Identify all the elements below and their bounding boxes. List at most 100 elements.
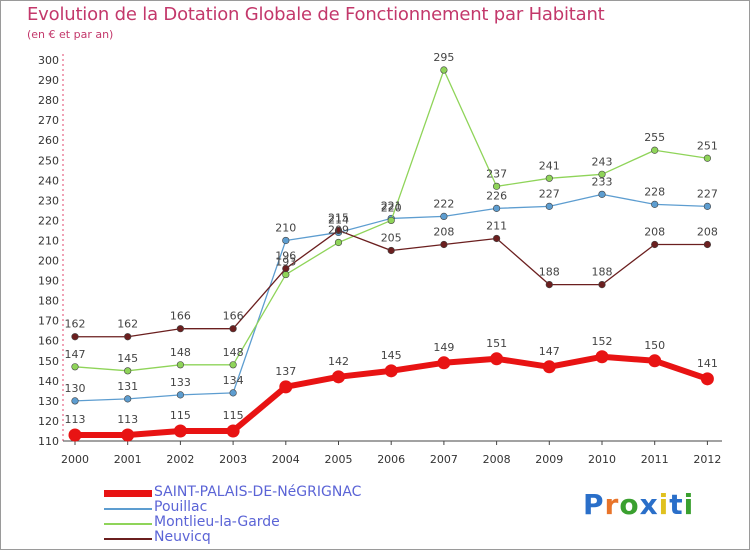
data-label: 162 bbox=[65, 318, 86, 331]
data-point bbox=[440, 240, 448, 249]
y-tick-label: 220 bbox=[38, 214, 59, 227]
data-label: 214 bbox=[328, 213, 349, 226]
y-tick-label: 170 bbox=[38, 315, 59, 328]
y-tick-label: 300 bbox=[38, 54, 59, 67]
chart-axes: 110 120 130 140 150 160 170 180 190 200 210 220 230 2… bbox=[38, 54, 722, 466]
data-point bbox=[173, 424, 187, 438]
data-label: 220 bbox=[381, 201, 402, 214]
data-point bbox=[545, 202, 553, 210]
data-label: 166 bbox=[223, 310, 244, 323]
legend-label: Montlieu-la-Garde bbox=[154, 514, 280, 530]
x-tick-label: 2000 bbox=[61, 453, 89, 466]
y-tick-label: 150 bbox=[38, 355, 59, 368]
data-point bbox=[226, 424, 240, 438]
data-point bbox=[598, 190, 606, 198]
chart-series bbox=[68, 66, 714, 442]
data-label: 221 bbox=[381, 199, 402, 212]
logo-letter: o bbox=[619, 488, 640, 521]
logo-letter: x bbox=[639, 488, 659, 521]
y-tick-label: 240 bbox=[38, 174, 59, 187]
legend-label: Pouillac bbox=[154, 499, 208, 515]
data-label: 208 bbox=[697, 225, 718, 238]
data-label: 145 bbox=[381, 349, 402, 362]
data-point bbox=[176, 325, 184, 333]
data-label: 210 bbox=[275, 221, 296, 234]
x-tick-label: 2010 bbox=[588, 453, 616, 466]
data-label: 137 bbox=[275, 365, 296, 378]
data-label: 222 bbox=[433, 197, 454, 210]
data-label: 196 bbox=[275, 250, 296, 263]
data-point bbox=[176, 391, 184, 399]
y-tick-label: 210 bbox=[38, 234, 59, 247]
data-point bbox=[282, 236, 290, 245]
data-point bbox=[229, 361, 237, 369]
data-point bbox=[71, 363, 79, 371]
proxiti-logo: Proxiti bbox=[583, 488, 694, 521]
data-point bbox=[490, 352, 504, 366]
data-point bbox=[334, 238, 343, 247]
data-point bbox=[598, 280, 606, 289]
data-label: 147 bbox=[65, 348, 86, 361]
data-point bbox=[387, 246, 395, 255]
data-label: 166 bbox=[170, 310, 191, 323]
data-label: 148 bbox=[223, 346, 244, 359]
data-point bbox=[279, 380, 293, 394]
data-point bbox=[124, 367, 132, 375]
data-point bbox=[493, 234, 501, 243]
data-point bbox=[387, 216, 395, 225]
data-point bbox=[229, 389, 237, 397]
data-label: 188 bbox=[592, 266, 613, 279]
y-tick-label: 280 bbox=[38, 94, 59, 107]
data-label: 227 bbox=[539, 187, 560, 200]
data-point bbox=[71, 397, 79, 405]
data-point bbox=[68, 428, 82, 442]
x-tick-label: 2012 bbox=[693, 453, 721, 466]
logo-letter: i bbox=[683, 488, 695, 521]
y-tick-label: 140 bbox=[38, 375, 59, 388]
data-label: 113 bbox=[117, 413, 138, 426]
data-label: 141 bbox=[697, 357, 718, 370]
data-point bbox=[334, 226, 343, 235]
data-point bbox=[703, 154, 712, 162]
legend-swatch bbox=[104, 523, 152, 525]
x-tick-label: 2008 bbox=[483, 453, 511, 466]
logo-letter: i bbox=[658, 488, 670, 521]
data-point bbox=[440, 66, 448, 74]
data-label: 208 bbox=[644, 225, 665, 238]
data-label: 134 bbox=[223, 374, 244, 387]
data-label: 228 bbox=[644, 185, 665, 198]
y-tick-label: 270 bbox=[38, 114, 59, 127]
chart-data-labels: 130 131 133 134 210 214 221 222 226 227 233 228 227 1… bbox=[65, 51, 718, 426]
data-point bbox=[282, 270, 290, 279]
data-label: 142 bbox=[328, 355, 349, 368]
logo-letter: P bbox=[583, 488, 605, 521]
x-tick-label: 2003 bbox=[219, 453, 247, 466]
logo-letter: r bbox=[604, 488, 620, 521]
data-label: 255 bbox=[644, 131, 665, 144]
data-label: 162 bbox=[117, 318, 138, 331]
data-label: 115 bbox=[223, 409, 244, 422]
data-point bbox=[700, 372, 714, 386]
data-point bbox=[598, 170, 606, 178]
data-point bbox=[648, 354, 662, 368]
data-label: 226 bbox=[486, 189, 507, 202]
data-label: 152 bbox=[592, 335, 613, 348]
x-tick-label: 2007 bbox=[430, 453, 458, 466]
x-tick-label: 2001 bbox=[114, 453, 142, 466]
chart-title: Evolution de la Dotation Globale de Fonc… bbox=[27, 4, 605, 25]
y-tick-label: 250 bbox=[38, 154, 59, 167]
data-label: 209 bbox=[328, 223, 349, 236]
data-point bbox=[282, 264, 290, 273]
data-label: 151 bbox=[486, 337, 507, 350]
data-point bbox=[651, 240, 659, 249]
data-point bbox=[71, 333, 79, 341]
data-label: 145 bbox=[117, 352, 138, 365]
y-tick-label: 180 bbox=[38, 295, 59, 308]
data-point bbox=[229, 325, 237, 333]
y-tick-label: 200 bbox=[38, 255, 59, 268]
data-point bbox=[545, 174, 553, 182]
data-point bbox=[493, 182, 501, 190]
data-point bbox=[651, 146, 659, 154]
logo-letter: t bbox=[669, 488, 684, 521]
